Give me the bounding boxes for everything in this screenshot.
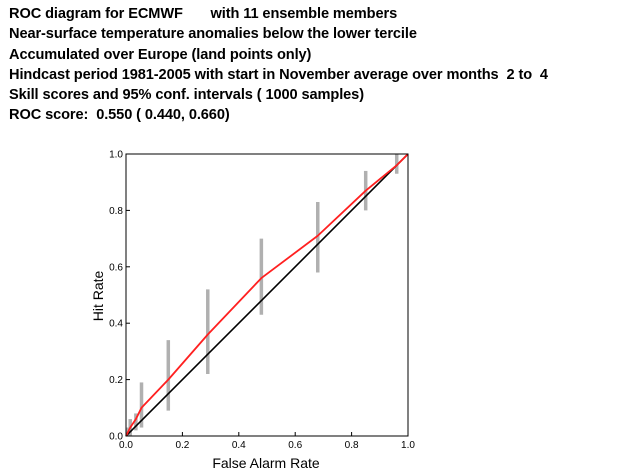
x-tick-label-5: 1.0 — [401, 440, 415, 451]
y-tick-label-4: 0.8 — [109, 206, 123, 217]
title-line-roc-score: ROC score: 0.550 ( 0.440, 0.660) — [9, 107, 230, 124]
x-axis-label: False Alarm Rate — [212, 455, 320, 471]
x-axis-ticks: 0.0 0.2 0.4 0.6 0.8 1.0 — [119, 432, 415, 451]
diagonal-no-skill-line — [125, 153, 409, 437]
y-tick-label-5: 1.0 — [109, 150, 123, 161]
x-tick-label-1: 0.2 — [175, 440, 189, 451]
y-tick-label-1: 0.2 — [109, 375, 123, 386]
title-line-period: Hindcast period 1981-2005 with start in … — [9, 66, 548, 83]
roc-curve — [125, 153, 409, 437]
y-axis-label: Hit Rate — [90, 271, 106, 322]
y-axis-ticks: 0.0 0.2 0.4 0.6 0.8 1.0 — [109, 150, 130, 443]
chart-header: ROC diagram for ECMWF with 11 ensemble m… — [9, 4, 548, 126]
plot-frame — [125, 153, 409, 437]
x-tick-label-0: 0.0 — [119, 440, 133, 451]
title-line-variable: Near-surface temperature anomalies below… — [9, 26, 417, 43]
x-tick-label-2: 0.4 — [232, 440, 246, 451]
x-tick-label-3: 0.6 — [288, 440, 302, 451]
x-tick-label-4: 0.8 — [345, 440, 359, 451]
confidence-intervals — [125, 154, 399, 436]
y-tick-label-2: 0.4 — [109, 319, 123, 330]
title-line-skill: Skill scores and 95% conf. intervals ( 1… — [9, 87, 364, 104]
y-tick-label-0: 0.0 — [109, 432, 123, 443]
title-line-model: ROC diagram for ECMWF with 11 ensemble m… — [9, 6, 398, 22]
title-line-region: Accumulated over Europe (land points onl… — [9, 46, 312, 63]
y-tick-label-3: 0.6 — [109, 262, 123, 273]
